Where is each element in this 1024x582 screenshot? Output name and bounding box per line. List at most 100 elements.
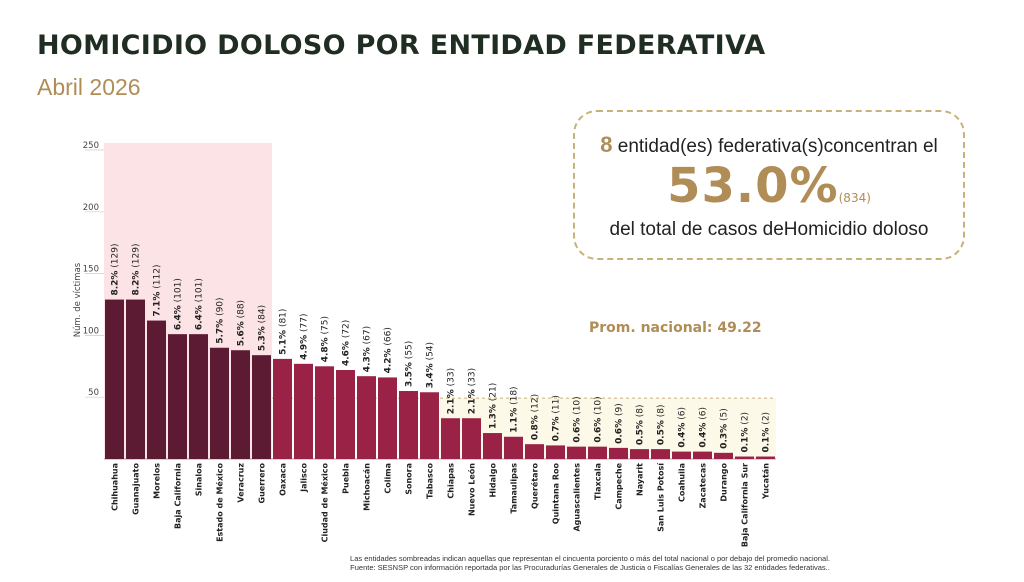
bar-percent-label: 0.4% [699,423,709,448]
bar-value-label: 6.4% (101) [174,278,184,330]
bar-value-label: 4.8% (75) [321,316,331,362]
bar-count-label: (2) [741,412,751,428]
bar [441,418,460,459]
bar [693,451,712,459]
y-tick-label: 100 [83,326,99,336]
bar [504,436,523,459]
bar-percent-label: 5.1% [279,330,289,355]
bar-count-label: (54) [426,342,436,363]
x-tick-label: Tabasco [426,463,435,499]
bar-count-label: (6) [699,407,709,423]
bar-value-label: 6.4% (101) [195,278,205,330]
bar-percent-label: 5.3% [258,326,268,351]
x-tick-label: Guanajuato [132,463,141,515]
x-tick-label: Morelos [153,463,162,499]
bar-count-label: (90) [216,297,226,318]
bar [231,350,250,459]
bar-count-label: (81) [279,309,289,330]
bar-count-label: (101) [195,278,205,305]
bar [147,320,166,459]
average-label: Prom. nacional: 49.22 [589,320,762,336]
bar-count-label: (2) [762,412,772,428]
bar-value-label: 0.7% (11) [552,395,562,441]
bar [609,447,628,459]
x-tick-label: Sonora [405,463,414,495]
bar-percent-label: 8.2% [111,271,121,296]
bar [420,392,439,459]
y-tick-label: 200 [83,203,99,213]
bar-value-label: 1.3% (21) [489,383,499,429]
x-tick-label: Estado de México [215,462,225,541]
bar-count-label: (5) [720,408,730,424]
bar-value-label: 7.1% (112) [153,265,163,317]
bar-percent-label: 4.9% [300,335,310,360]
bar-count-label: (101) [174,278,184,305]
x-tick-label: Nuevo León [467,463,477,516]
x-tick-label: Durango [720,463,729,502]
bar [189,334,208,459]
bar-value-label: 0.4% (6) [699,407,709,448]
bar [294,363,313,459]
bar-percent-label: 7.1% [153,292,163,317]
footnote-line1: Las entidades sombreadas indican aquella… [350,554,830,563]
bar [630,449,649,459]
bar-value-label: 0.6% (10) [594,396,604,442]
bar-value-label: 4.6% (72) [342,320,352,366]
bar-value-label: 0.5% (8) [636,405,646,446]
bar-count-label: (21) [489,383,499,404]
bar [105,299,124,459]
bar-percent-label: 0.4% [678,423,688,448]
bar-percent-label: 0.5% [657,420,667,445]
x-tick-label: Oaxaca [279,463,288,496]
x-tick-label: San Luis Potosí [657,462,666,532]
callout-entity-count: 8 [600,132,613,157]
bar-count-label: (33) [468,368,478,389]
bar [399,391,418,459]
bar-percent-label: 0.8% [531,415,541,440]
bar [126,299,145,459]
bar-count-label: (18) [510,386,520,407]
bar-count-label: (67) [363,326,373,347]
bar-value-label: 0.5% (8) [657,405,667,446]
bar-percent-label: 2.1% [468,389,478,414]
bar-value-label: 0.4% (6) [678,407,688,448]
callout-cases: (834) [838,191,871,205]
bar-percent-label: 8.2% [132,271,142,296]
bar-percent-label: 1.1% [510,408,520,433]
bar [483,433,502,459]
x-tick-label: Chiapas [447,463,456,499]
bar-value-label: 4.2% (66) [384,327,394,373]
bar-percent-label: 3.5% [405,362,415,387]
y-tick-label: 250 [83,141,99,151]
bar-value-label: 4.3% (67) [363,326,373,372]
bar-value-label: 3.5% (55) [405,341,415,387]
callout-line1: 8 entidad(es) federativa(s)concentran el [575,132,963,158]
x-tick-label: Quintana Roo [552,462,561,524]
bar-count-label: (8) [657,405,667,421]
bar-percent-label: 0.7% [552,416,562,441]
x-tick-label: Veracruz [237,463,246,503]
bar-percent-label: 2.1% [447,389,457,414]
bar-count-label: (84) [258,305,268,326]
bar-value-label: 2.1% (33) [468,368,478,414]
x-tick-label: Baja California [174,463,183,529]
bar-value-label: 5.7% (90) [216,297,226,343]
bar-value-label: 0.1% (2) [741,412,751,453]
bar-count-label: (75) [321,316,331,337]
bar [168,334,187,459]
bar-count-label: (9) [615,403,625,419]
bar-count-label: (12) [531,394,541,415]
x-tick-label: Chihuahua [111,463,120,511]
bar-value-label: 0.8% (12) [531,394,541,440]
bar [651,449,670,459]
page-title: HOMICIDIO DOLOSO POR ENTIDAD FEDERATIVA [37,30,766,61]
bar-percent-label: 4.6% [342,341,352,366]
callout-line2: 53.0%(834) [575,158,963,214]
x-tick-label: Nayarit [636,463,645,496]
bar [525,444,544,459]
bar-percent-label: 3.4% [426,363,436,388]
bar-percent-label: 5.7% [216,319,226,344]
bar-count-label: (129) [111,244,121,271]
x-tick-label: Hidalgo [489,463,498,498]
